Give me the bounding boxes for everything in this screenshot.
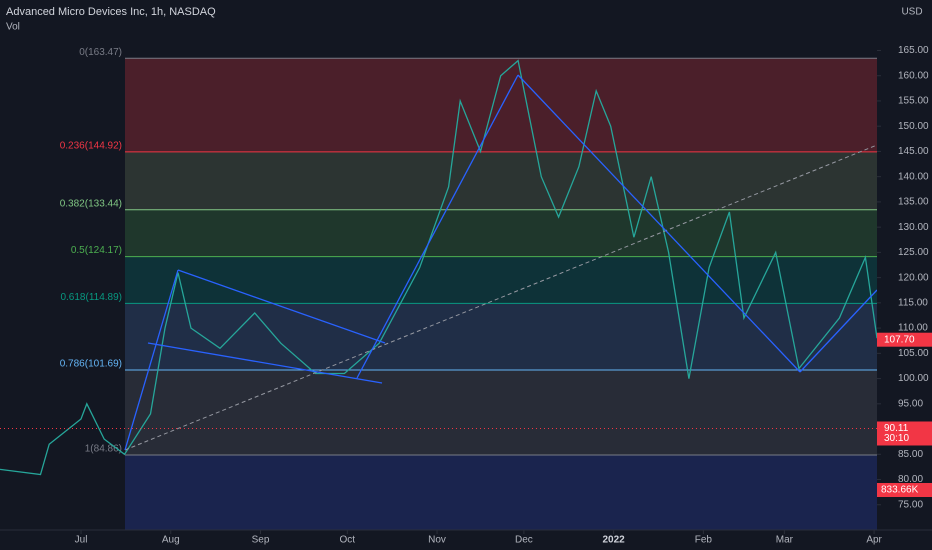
y-tick-label: 75.00 xyxy=(898,499,923,510)
y-tick-label: 145.00 xyxy=(898,146,929,157)
fib-label: 0.236(144.92) xyxy=(60,140,122,151)
price-label: 90.11 xyxy=(884,423,909,434)
y-tick-label: 140.00 xyxy=(898,171,929,182)
y-tick-label: 135.00 xyxy=(898,197,929,208)
y-tick-label: 110.00 xyxy=(898,323,928,334)
price-line xyxy=(0,59,878,476)
y-tick-label: 120.00 xyxy=(898,272,929,283)
x-tick-label: Dec xyxy=(515,535,533,546)
fib-zone xyxy=(125,454,877,530)
y-tick-label: 130.00 xyxy=(898,222,929,233)
fib-label: 1(84.86) xyxy=(85,444,122,455)
volume-title: Vol xyxy=(6,22,20,33)
fib-zone xyxy=(125,209,877,257)
y-tick-label: 160.00 xyxy=(898,70,929,81)
x-tick-label: Jul xyxy=(75,535,88,546)
y-tick-label: 165.00 xyxy=(898,45,929,56)
volume-label: 833.66K xyxy=(881,485,919,496)
y-tick-label: 80.00 xyxy=(898,474,923,485)
chart-title: Advanced Micro Devices Inc, 1h, NASDAQ xyxy=(6,6,216,18)
x-tick-label: Nov xyxy=(428,535,446,546)
fib-label: 0(163.47) xyxy=(79,47,122,58)
y-tick-label: 105.00 xyxy=(898,348,929,359)
trend-line xyxy=(517,74,801,373)
countdown: 30:10 xyxy=(884,433,909,444)
x-tick-label: Mar xyxy=(776,535,794,546)
trend-line xyxy=(147,342,383,384)
trend-line xyxy=(177,269,386,344)
trend-line xyxy=(124,144,878,451)
fib-zone xyxy=(125,370,877,455)
fib-label: 0.618(114.89) xyxy=(60,292,122,303)
x-tick-label: 2022 xyxy=(602,535,625,546)
fib-zone xyxy=(125,151,877,210)
x-tick-label: Sep xyxy=(252,535,270,546)
y-tick-label: 95.00 xyxy=(898,398,923,409)
price-axis xyxy=(877,0,932,550)
y-tick-label: 150.00 xyxy=(898,121,929,132)
x-tick-label: Oct xyxy=(340,535,356,546)
plot xyxy=(0,59,878,476)
fib-zone xyxy=(125,256,877,304)
price-label-box xyxy=(877,332,932,347)
y-tick-label: 155.00 xyxy=(898,96,929,107)
y-tick-label: 115.00 xyxy=(898,297,928,308)
fib-label: 0.382(133.44) xyxy=(60,198,122,209)
price-label-box xyxy=(877,421,932,446)
y-tick-label: 100.00 xyxy=(898,373,929,384)
x-tick-label: Apr xyxy=(866,535,882,546)
fib-zone xyxy=(125,58,877,152)
price-label: 107.70 xyxy=(884,334,915,345)
trend-line xyxy=(356,74,519,379)
fib-zone xyxy=(125,303,877,371)
currency: USD xyxy=(901,7,922,18)
y-tick-label: 125.00 xyxy=(898,247,929,258)
volume-label-box xyxy=(877,483,932,497)
fib-zones: 0(163.47) 0.236(144.92) 0.382(133.44) 0.5(1… xyxy=(60,47,877,530)
x-tick-label: Feb xyxy=(695,535,713,546)
trend-line xyxy=(124,269,179,451)
x-tick-label: Aug xyxy=(162,535,180,546)
y-tick-label: 85.00 xyxy=(898,449,923,460)
trend-line xyxy=(799,289,878,373)
fib-label: 0.786(101.69) xyxy=(60,359,122,370)
fib-label: 0.5(124.17) xyxy=(71,245,122,256)
